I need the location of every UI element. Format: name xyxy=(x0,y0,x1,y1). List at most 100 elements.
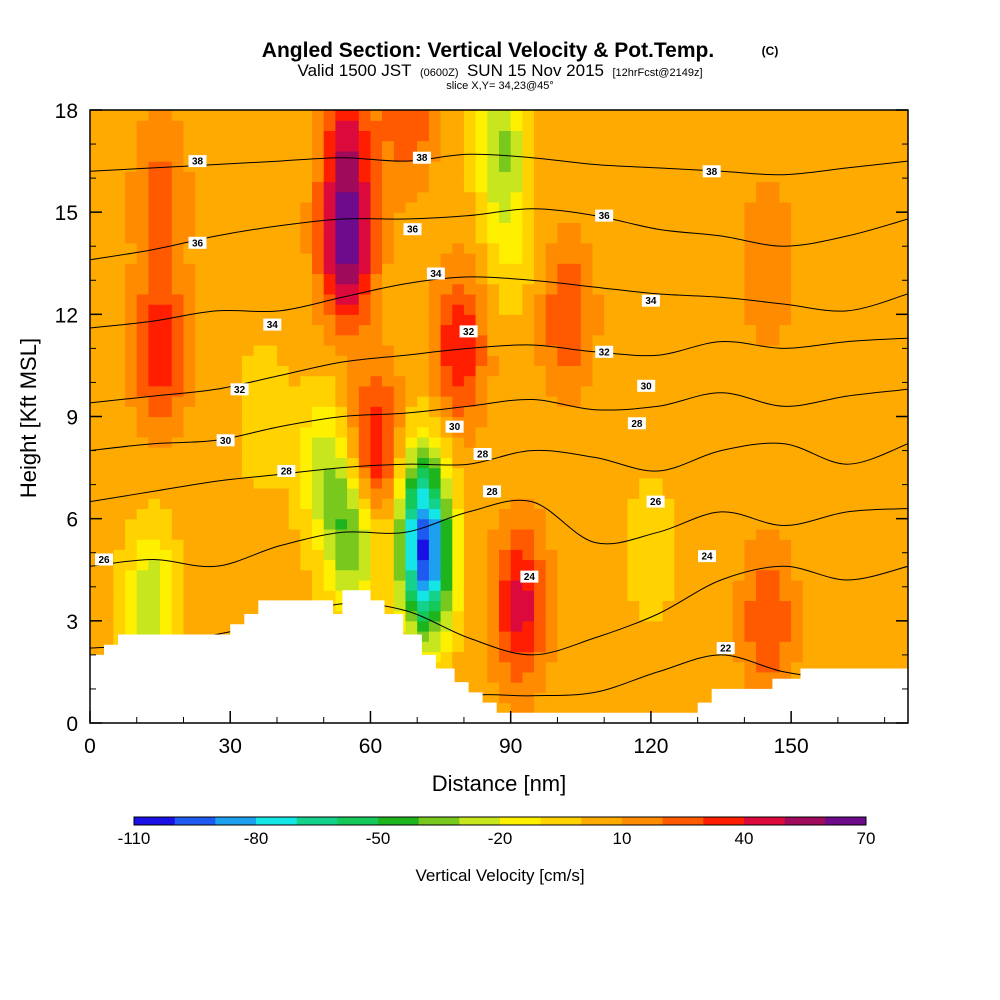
velocity-cell xyxy=(452,253,465,264)
velocity-cell xyxy=(323,590,336,601)
velocity-cell xyxy=(557,181,570,193)
velocity-cell xyxy=(849,426,862,438)
velocity-cell xyxy=(312,365,325,377)
velocity-cell xyxy=(206,273,220,285)
velocity-cell xyxy=(206,130,220,142)
velocity-cell xyxy=(849,263,862,275)
velocity-cell xyxy=(639,161,652,172)
velocity-cell xyxy=(358,283,372,295)
velocity-cell xyxy=(896,651,908,663)
velocity-cell xyxy=(277,396,290,407)
velocity-cell xyxy=(440,191,453,203)
velocity-cell xyxy=(732,212,745,223)
velocity-cell xyxy=(756,334,769,346)
velocity-cell xyxy=(405,293,418,305)
velocity-cell xyxy=(884,140,897,152)
velocity-cell xyxy=(650,375,664,387)
velocity-cell xyxy=(405,263,418,275)
velocity-cell xyxy=(417,559,430,571)
velocity-cell xyxy=(393,253,407,264)
velocity-cell xyxy=(428,345,442,356)
velocity-cell xyxy=(90,242,103,254)
velocity-cell xyxy=(136,457,149,469)
velocity-cell xyxy=(884,212,897,223)
velocity-cell xyxy=(662,508,675,520)
velocity-cell xyxy=(382,528,395,540)
velocity-cell xyxy=(686,304,699,315)
velocity-cell xyxy=(253,181,266,193)
velocity-cell xyxy=(499,324,512,336)
velocity-cell xyxy=(872,569,886,581)
velocity-cell xyxy=(872,181,886,193)
velocity-cell xyxy=(218,406,231,418)
velocity-cell xyxy=(428,232,442,244)
velocity-cell xyxy=(440,202,453,213)
velocity-cell xyxy=(861,641,874,653)
velocity-cell xyxy=(323,150,336,162)
velocity-cell xyxy=(569,692,582,704)
velocity-cell xyxy=(428,283,442,295)
velocity-cell xyxy=(534,457,547,469)
velocity-cell xyxy=(475,293,488,305)
velocity-cell xyxy=(534,232,547,244)
velocity-cell xyxy=(382,171,395,183)
velocity-cell xyxy=(721,304,734,315)
velocity-cell xyxy=(277,477,290,489)
velocity-cell xyxy=(230,314,243,326)
velocity-cell xyxy=(557,508,570,520)
velocity-cell xyxy=(767,191,781,203)
velocity-cell xyxy=(230,150,243,162)
velocity-cell xyxy=(662,212,675,223)
velocity-cell xyxy=(639,661,652,673)
velocity-cell xyxy=(686,130,699,142)
velocity-cell xyxy=(650,528,664,540)
velocity-cell xyxy=(744,365,757,377)
velocity-cell xyxy=(405,447,418,458)
velocity-cell xyxy=(826,283,839,295)
velocity-cell xyxy=(382,447,395,458)
velocity-cell xyxy=(230,181,243,193)
velocity-cell xyxy=(697,334,710,346)
velocity-cell xyxy=(218,150,231,162)
velocity-cell xyxy=(277,212,290,223)
velocity-cell xyxy=(639,273,652,285)
velocity-cell xyxy=(686,242,699,254)
velocity-cell xyxy=(592,651,605,663)
velocity-cell xyxy=(101,610,114,622)
velocity-cell xyxy=(183,406,196,418)
velocity-cell xyxy=(650,447,664,458)
velocity-cell xyxy=(101,283,114,295)
velocity-cell xyxy=(721,222,734,234)
velocity-cell xyxy=(896,488,908,499)
velocity-cell xyxy=(674,222,687,234)
contour-label-text: 34 xyxy=(645,296,657,307)
velocity-cell xyxy=(125,324,138,336)
velocity-cell xyxy=(872,457,886,469)
velocity-cell xyxy=(440,385,453,397)
velocity-cell xyxy=(896,161,908,172)
velocity-cell xyxy=(721,580,734,591)
velocity-cell xyxy=(697,682,710,693)
velocity-cell xyxy=(884,569,897,581)
velocity-cell xyxy=(814,610,827,622)
velocity-cell xyxy=(358,324,372,336)
velocity-cell xyxy=(697,283,710,295)
velocity-cell xyxy=(861,161,874,172)
velocity-cell xyxy=(510,140,523,152)
velocity-cell xyxy=(487,580,500,591)
velocity-cell xyxy=(113,375,126,387)
velocity-cell xyxy=(312,222,325,234)
velocity-cell xyxy=(206,426,220,438)
velocity-cell xyxy=(580,580,594,591)
velocity-cell xyxy=(312,518,325,530)
velocity-cell xyxy=(849,385,862,397)
velocity-cell xyxy=(335,416,348,428)
contour-label: 28 xyxy=(473,448,492,461)
velocity-cell xyxy=(475,610,488,622)
velocity-cell xyxy=(709,631,722,642)
velocity-cell xyxy=(195,273,208,285)
velocity-cell xyxy=(417,569,430,581)
velocity-cell xyxy=(90,304,103,315)
velocity-cell xyxy=(218,610,231,622)
velocity-cell xyxy=(358,416,372,428)
